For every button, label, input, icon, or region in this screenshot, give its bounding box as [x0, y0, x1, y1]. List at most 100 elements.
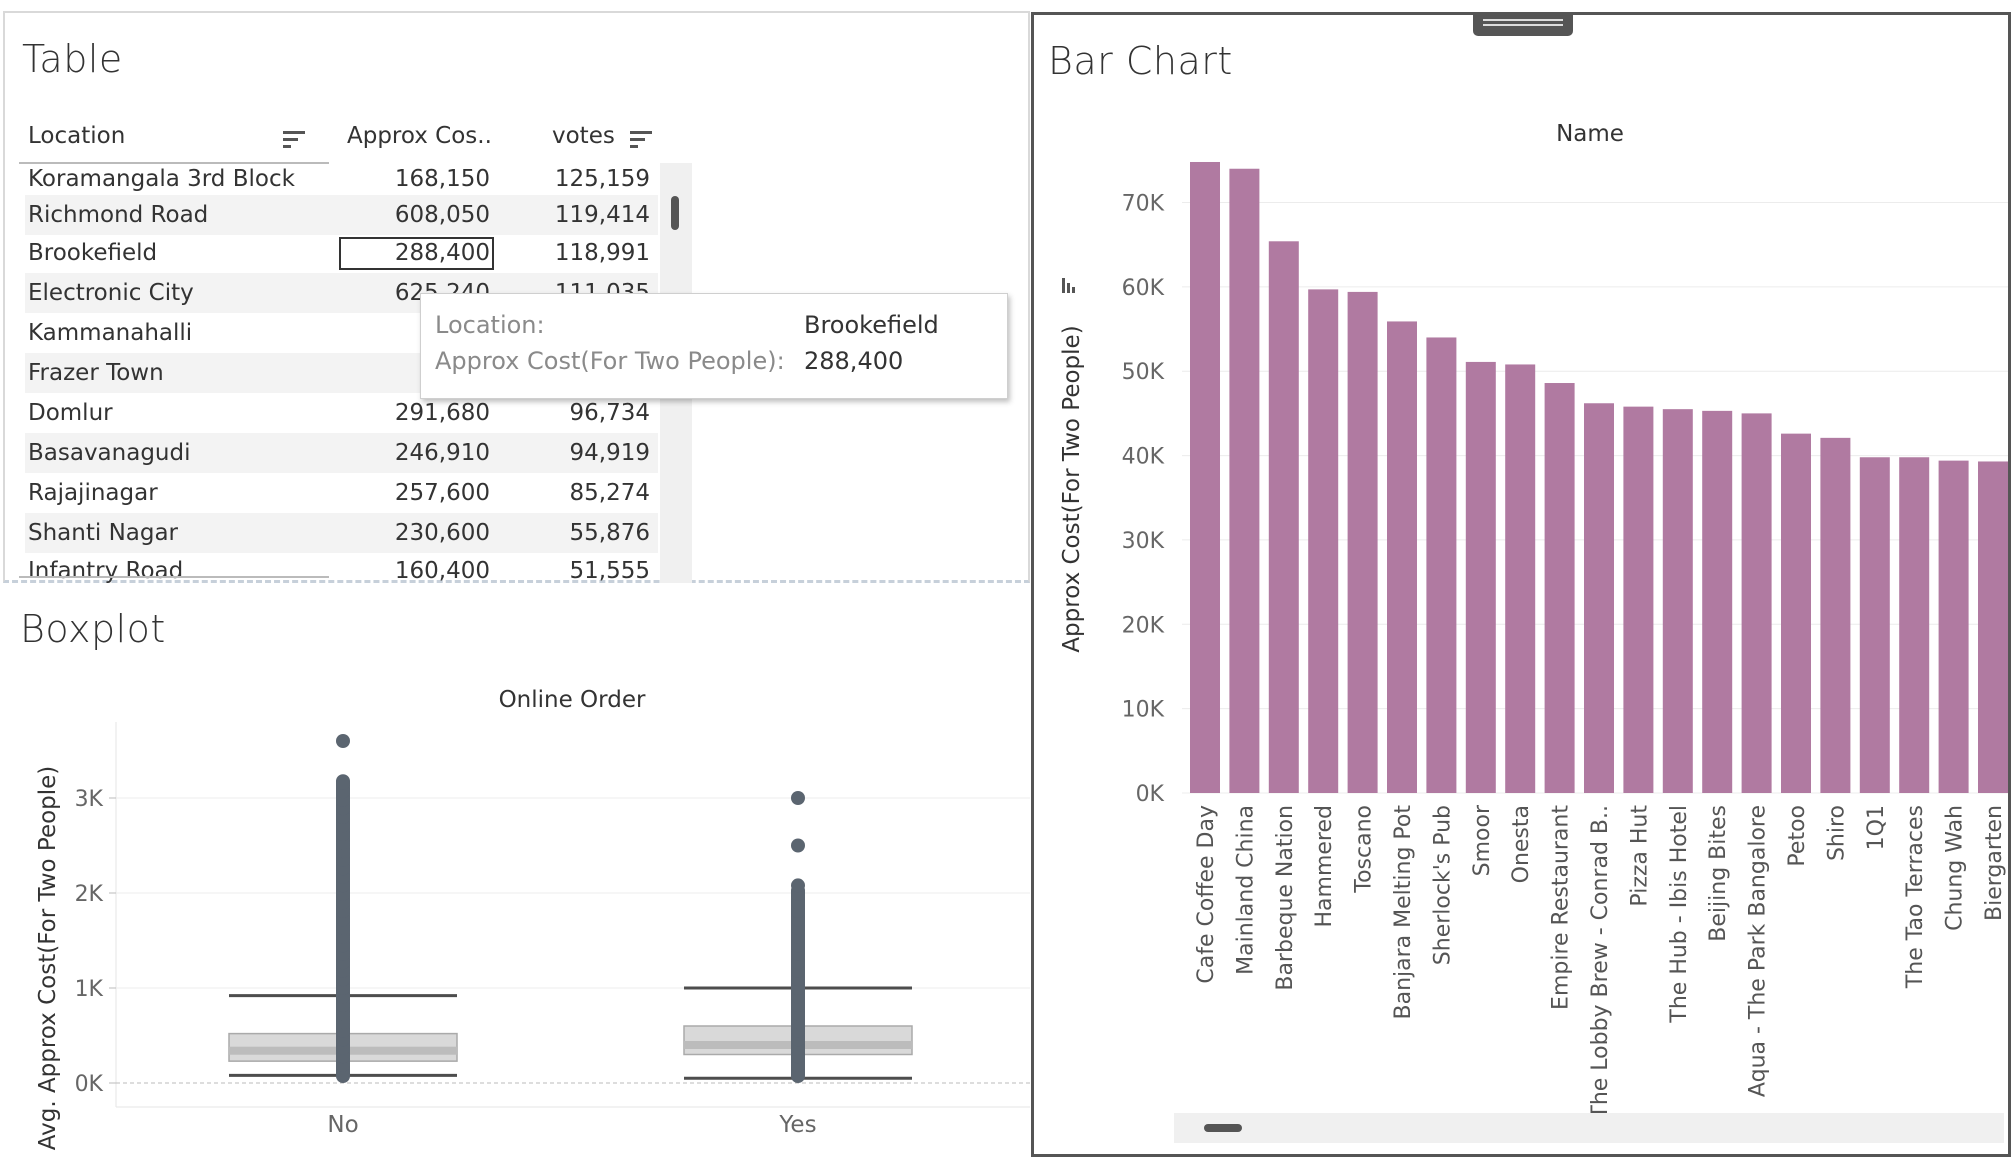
bar[interactable]: [1465, 361, 1496, 793]
bar[interactable]: [1938, 460, 1969, 793]
cell-location[interactable]: Domlur: [28, 400, 113, 426]
bar[interactable]: [1268, 241, 1299, 794]
y-tick-label: 0K: [1136, 782, 1165, 807]
cell-approx-cost[interactable]: 168,150: [394, 166, 490, 192]
boxplot-y-axis-label: Avg. Approx Cost(For Two People): [35, 766, 61, 1151]
bar[interactable]: [1229, 168, 1260, 793]
cell-location[interactable]: Electronic City: [28, 280, 194, 306]
outlier-point[interactable]: [791, 791, 805, 805]
selected-cell[interactable]: [339, 237, 494, 270]
bar[interactable]: [1899, 457, 1930, 793]
cell-location[interactable]: Frazer Town: [28, 360, 164, 386]
cell-approx-cost[interactable]: 230,600: [394, 520, 490, 546]
cell-location[interactable]: Basavanagudi: [28, 440, 191, 466]
bar[interactable]: [1347, 291, 1378, 793]
x-tick-label: Biergarten: [1982, 805, 2007, 921]
bar[interactable]: [1190, 161, 1220, 793]
boxplot-chart: Online Order Avg. Approx Cost(For Two Pe…: [35, 687, 1030, 1151]
cell-approx-cost[interactable]: 291,680: [394, 400, 490, 426]
cell-votes[interactable]: 51,555: [569, 558, 650, 584]
x-tick-label: Barbeque Nation: [1273, 805, 1298, 991]
cell-votes[interactable]: 94,919: [569, 440, 650, 466]
cell-approx-cost[interactable]: 288,400: [394, 240, 490, 266]
cell-location[interactable]: Infantry Road: [28, 558, 184, 584]
cell-location[interactable]: Shanti Nagar: [28, 520, 179, 546]
x-tick-label: Beijing Bites: [1706, 805, 1731, 942]
x-tick-label: Hammered: [1312, 805, 1337, 927]
x-tick-label: Mainland China: [1233, 805, 1258, 975]
x-tick-label: The Hub - Ibis Hotel: [1667, 805, 1692, 1024]
table-row[interactable]: Domlur 291,680 96,734: [25, 393, 658, 433]
boxplot-title: Boxplot: [20, 607, 166, 651]
cell-location[interactable]: Kammanahalli: [28, 320, 193, 346]
table-row[interactable]: Richmond Road 608,050 119,414: [25, 195, 658, 235]
cell-votes[interactable]: 96,734: [569, 400, 650, 426]
footer-divider: [19, 576, 329, 578]
bar-chart: Name Approx Cost(For Two People) 0K 10K 20…: [1059, 121, 2008, 1120]
cell-location[interactable]: Richmond Road: [28, 202, 209, 228]
cell-votes[interactable]: 119,414: [554, 202, 650, 228]
sort-icon[interactable]: [630, 131, 652, 149]
drag-handle[interactable]: [1473, 12, 1573, 36]
cell-votes[interactable]: 55,876: [569, 520, 650, 546]
outlier-point[interactable]: [336, 734, 350, 748]
x-tick-label: Empire Restaurant: [1549, 805, 1574, 1010]
x-tick-label: Pizza Hut: [1627, 805, 1652, 907]
cell-location[interactable]: Koramangala 3rd Block: [28, 166, 295, 192]
column-header-location[interactable]: Location: [28, 123, 126, 149]
table-row[interactable]: Basavanagudi 246,910 94,919: [25, 433, 658, 473]
cell-votes[interactable]: 125,159: [554, 166, 650, 192]
bar[interactable]: [1978, 461, 2008, 793]
cell-votes[interactable]: 118,991: [554, 240, 650, 266]
y-tick-label: 60K: [1122, 276, 1165, 301]
y-tick-label: 1K: [75, 977, 104, 1002]
bar[interactable]: [1781, 433, 1811, 793]
column-header-approx-cost[interactable]: Approx Cos..: [347, 123, 492, 149]
x-tick-label: Petoo: [1785, 805, 1810, 867]
y-tick-label: 50K: [1122, 360, 1165, 385]
cell-approx-cost[interactable]: 608,050: [394, 202, 490, 228]
bar[interactable]: [1308, 289, 1339, 793]
bar[interactable]: [1702, 410, 1733, 793]
x-tick-label: Cafe Coffee Day: [1194, 805, 1219, 984]
x-tick-label: The Tao Terraces: [1903, 805, 1928, 989]
bar[interactable]: [1859, 457, 1890, 793]
bar[interactable]: [1544, 383, 1575, 793]
x-tick-label: Toscano: [1352, 805, 1377, 894]
cell-location[interactable]: Brookefield: [28, 240, 158, 266]
x-tick-label: Onesta: [1509, 805, 1534, 883]
bar-chart-panel: Bar Chart Name Approx Cost(For Two Peopl…: [1031, 12, 2011, 1157]
y-tick-label: 40K: [1122, 445, 1165, 470]
table-row[interactable]: Rajajinagar 257,600 85,274: [25, 473, 658, 513]
data-point[interactable]: [791, 878, 805, 893]
outlier-point[interactable]: [791, 838, 805, 853]
data-point[interactable]: [336, 775, 350, 790]
x-category-label: Yes: [778, 1112, 816, 1138]
bar[interactable]: [1387, 321, 1417, 793]
table-row[interactable]: Koramangala 3rd Block 168,150 125,159: [25, 163, 658, 195]
bar[interactable]: [1741, 413, 1772, 793]
bar-chart-y-axis-label: Approx Cost(For Two People): [1059, 325, 1085, 652]
cell-approx-cost[interactable]: 257,600: [394, 480, 490, 506]
table-row[interactable]: Infantry Road 160,400 51,555: [25, 551, 658, 591]
bar[interactable]: [1426, 337, 1457, 793]
x-tick-label: Chung Wah: [1943, 805, 1968, 931]
axis-menu-icon[interactable]: [1062, 278, 1075, 293]
cell-approx-cost[interactable]: 246,910: [394, 440, 490, 466]
column-header-votes[interactable]: votes: [552, 123, 615, 149]
scrollbar-thumb[interactable]: [671, 196, 679, 230]
scrollbar-thumb[interactable]: [1204, 1124, 1242, 1132]
bar[interactable]: [1820, 437, 1851, 793]
bar[interactable]: [1584, 403, 1614, 793]
cell-location[interactable]: Rajajinagar: [28, 480, 158, 506]
bar[interactable]: [1623, 406, 1654, 793]
tooltip: Location: Brookefield Approx Cost(For Tw…: [420, 293, 1008, 399]
table-row[interactable]: Brookefield 288,400 118,991: [25, 233, 658, 273]
table-row[interactable]: Shanti Nagar 230,600 55,876: [25, 513, 658, 553]
horizontal-scrollbar[interactable]: [1174, 1113, 2004, 1143]
sort-icon[interactable]: [283, 131, 305, 149]
cell-approx-cost[interactable]: 160,400: [394, 558, 490, 584]
bar[interactable]: [1662, 409, 1693, 793]
cell-votes[interactable]: 85,274: [569, 480, 650, 506]
bar[interactable]: [1505, 364, 1536, 793]
